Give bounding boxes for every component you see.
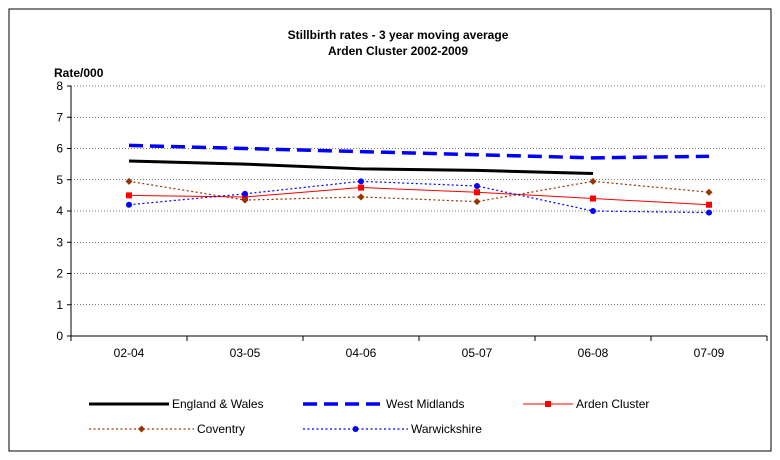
chart-title: Stillbirth rates - 3 year moving average — [288, 28, 509, 42]
data-point-arden-cluster — [706, 201, 712, 208]
legend-marker — [545, 401, 551, 407]
y-tick-label: 2 — [56, 267, 63, 281]
x-tick-label: 06-08 — [578, 346, 609, 360]
y-tick-label: 5 — [56, 173, 63, 187]
legend-label: Arden Cluster — [576, 397, 649, 411]
y-tick-label: 8 — [56, 79, 63, 93]
y-tick-label: 0 — [56, 329, 63, 343]
legend-marker — [352, 426, 359, 432]
y-tick-label: 3 — [56, 235, 63, 249]
grid-lines — [71, 85, 767, 306]
legend-label: Coventry — [197, 422, 245, 436]
data-point-warwickshire — [706, 209, 712, 216]
data-point-warwickshire — [358, 178, 364, 185]
x-tick-label: 07-09 — [694, 346, 725, 360]
data-point-coventry — [589, 177, 597, 185]
data-point-warwickshire — [590, 208, 596, 214]
data-point-coventry — [473, 198, 481, 206]
data-point-coventry — [705, 188, 713, 196]
series-warwickshire — [126, 178, 712, 216]
data-point-warwickshire — [242, 190, 248, 197]
axes: 0 1 2 3 4 5 6 7 8 02-04 03-05 04-06 05-07 06-08 07-09 — [56, 79, 768, 360]
chart-subtitle: Arden Cluster 2002-2009 — [328, 44, 468, 58]
x-tick-label: 02-04 — [114, 346, 145, 360]
y-tick-label: 6 — [56, 142, 63, 156]
data-point-coventry — [357, 193, 365, 201]
legend-item-coventry: Coventry — [89, 422, 245, 436]
y-tick-label: 1 — [56, 298, 63, 312]
series-england-wales — [128, 159, 594, 175]
legend-item-england-wales: England & Wales — [89, 397, 264, 411]
data-point-warwickshire — [126, 201, 132, 208]
series-line-england-wales — [128, 159, 594, 175]
series-west-midlands — [128, 143, 710, 160]
series-line-arden-cluster — [128, 187, 710, 206]
y-axis-label: Rate/000 — [54, 66, 104, 80]
legend-item-arden-cluster: Arden Cluster — [523, 397, 649, 411]
x-tick-label: 05-07 — [462, 346, 493, 360]
chart-border — [8, 8, 772, 452]
legend-item-west-midlands: West Midlands — [303, 397, 464, 411]
x-tick-label: 03-05 — [230, 346, 261, 360]
legend-label: West Midlands — [386, 397, 464, 411]
series-line-warwickshire — [128, 180, 710, 214]
legend-item-warwickshire: Warwickshire — [303, 422, 482, 436]
y-tick-label: 7 — [56, 110, 63, 124]
data-point-warwickshire — [474, 183, 480, 189]
data-point-coventry — [125, 177, 133, 185]
series-coventry — [125, 177, 713, 206]
legend-marker — [138, 425, 145, 433]
data-point-arden-cluster — [126, 192, 132, 199]
x-tick-label: 04-06 — [346, 346, 377, 360]
y-tick-label: 4 — [56, 204, 63, 218]
legend: England & Wales West Midlands Arden Cluste… — [89, 397, 649, 436]
data-point-arden-cluster — [358, 184, 364, 191]
series-line-west-midlands — [128, 143, 710, 160]
data-point-arden-cluster — [590, 195, 596, 202]
data-point-coventry — [241, 196, 249, 204]
legend-label: Warwickshire — [411, 422, 482, 436]
data-point-arden-cluster — [474, 189, 480, 196]
series-lines — [125, 143, 713, 216]
series-line-coventry — [128, 180, 710, 203]
legend-label: England & Wales — [172, 397, 264, 411]
